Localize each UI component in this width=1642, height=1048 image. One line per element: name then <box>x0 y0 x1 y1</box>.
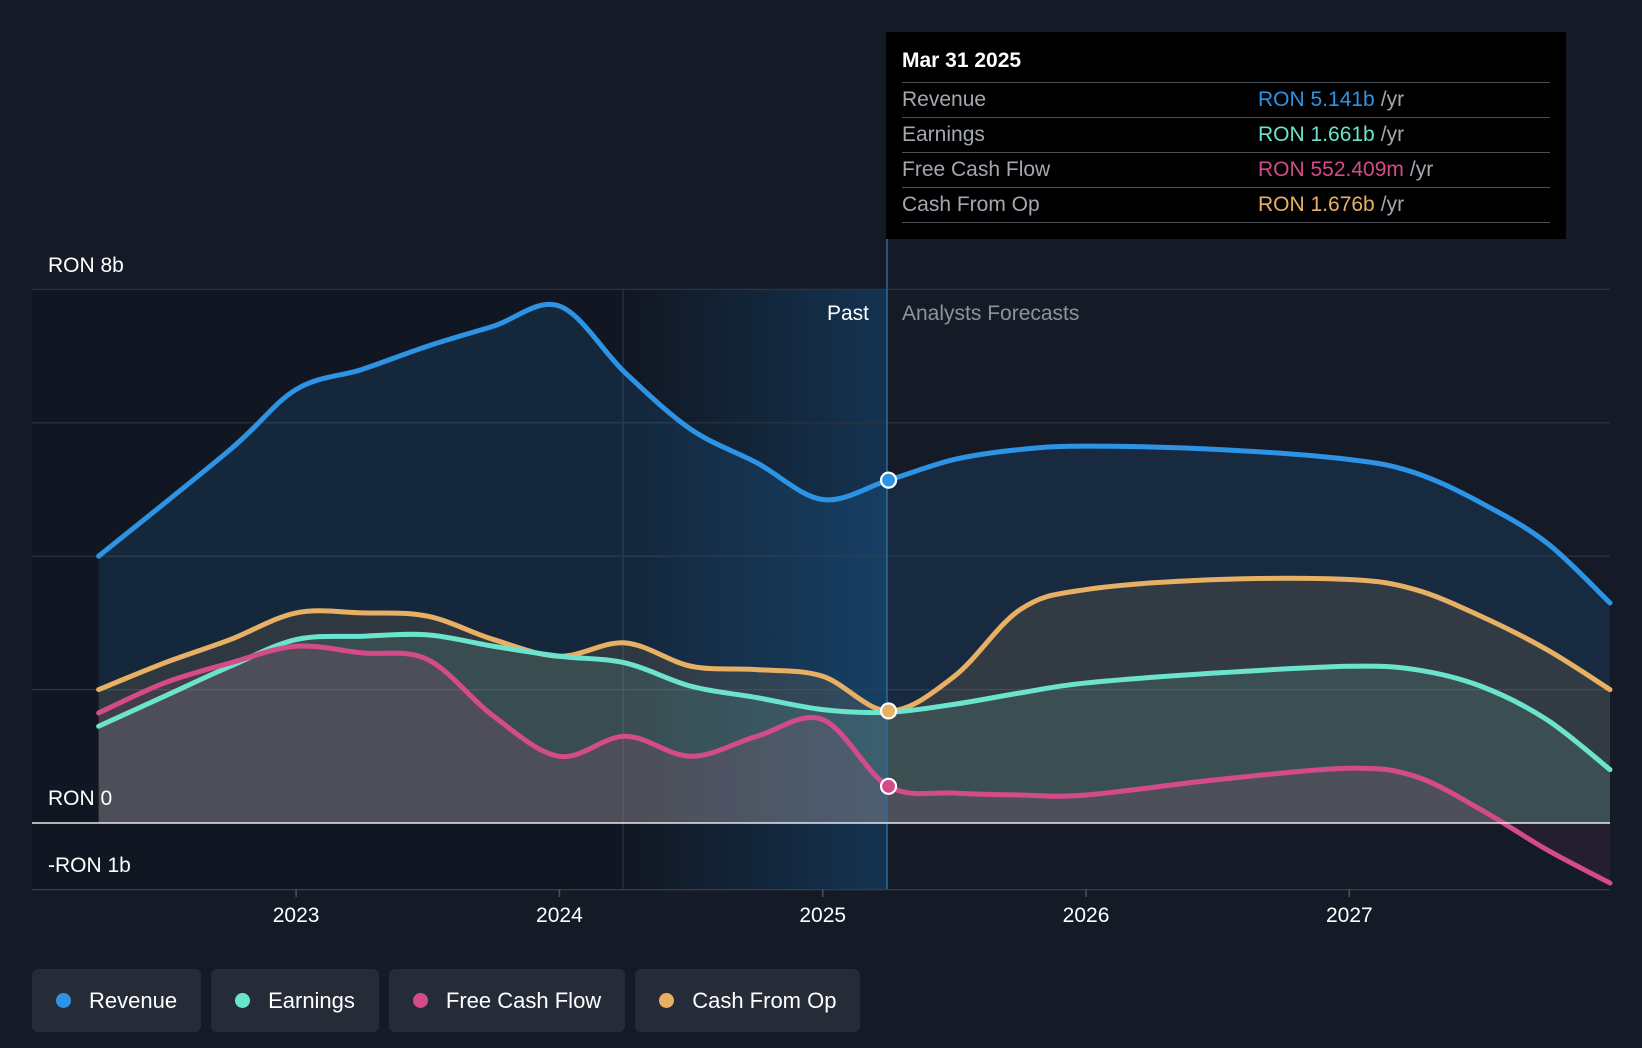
legend-label: Revenue <box>89 987 178 1013</box>
tooltip-value: RON 5.141b <box>1258 88 1375 111</box>
tooltip-label: Revenue <box>902 88 987 111</box>
x-tick-label: 2027 <box>1326 904 1373 927</box>
tooltip-date: Mar 31 2025 <box>902 49 1022 72</box>
tooltip-label: Cash From Op <box>902 193 1040 216</box>
tooltip-unit: /yr <box>1409 158 1434 181</box>
legend-label: Cash From Op <box>692 987 837 1013</box>
legend-dot-icon <box>56 993 71 1008</box>
legend-dot-icon <box>659 993 675 1008</box>
legend-label: Earnings <box>268 987 355 1013</box>
legend-item-earnings[interactable]: Earnings <box>211 969 379 1032</box>
tooltip-row-cash-from-op: Cash From Op RON 1.676b /yr <box>902 187 1550 223</box>
y-label-bottom: -RON 1b <box>48 854 131 877</box>
legend-dot-icon <box>412 993 428 1008</box>
tooltip-label: Free Cash Flow <box>902 158 1051 181</box>
y-label-zero: RON 0 <box>48 787 112 810</box>
legend-item-revenue[interactable]: Revenue <box>32 969 202 1032</box>
x-tick-label: 2023 <box>273 904 320 927</box>
x-axis-ticks: 2023 2024 2025 2026 2027 <box>273 889 1373 927</box>
tooltip-value: RON 1.676b <box>1258 193 1375 216</box>
tooltip-label: Earnings <box>902 123 985 146</box>
x-tick-label: 2026 <box>1063 904 1110 927</box>
tooltip-unit: /yr <box>1380 193 1405 216</box>
data-tooltip: Mar 31 2025 Revenue RON 5.141b /yr Earni… <box>886 32 1566 239</box>
legend-item-free-cash-flow[interactable]: Free Cash Flow <box>388 969 626 1032</box>
cash-from-op-marker <box>879 702 898 720</box>
earnings-line <box>96 631 1613 773</box>
y-label-top: RON 8b <box>48 254 124 277</box>
series-lines <box>96 301 1613 886</box>
x-tick-label: 2024 <box>536 904 583 927</box>
tooltip-unit: /yr <box>1380 88 1405 111</box>
tooltip-value: RON 552.409m <box>1258 158 1404 181</box>
past-highlight-region <box>623 289 887 889</box>
past-label: Past <box>827 302 869 325</box>
revenue-marker <box>879 471 898 489</box>
cash-from-op-line <box>96 575 1613 714</box>
cash-from-op-area <box>98 578 1610 823</box>
revenue-area <box>98 304 1610 823</box>
hover-markers <box>879 471 898 795</box>
gridlines <box>32 288 1610 891</box>
legend-dot-icon <box>235 993 251 1008</box>
tooltip-value: RON 1.661b <box>1258 123 1375 146</box>
tooltip-unit: /yr <box>1380 123 1405 146</box>
tooltip-row-earnings: Earnings RON 1.661b /yr <box>902 117 1550 152</box>
x-tick-label: 2025 <box>799 904 846 927</box>
legend: Revenue Earnings Free Cash Flow Cash Fro… <box>32 969 861 1032</box>
legend-item-cash-from-op[interactable]: Cash From Op <box>635 969 861 1032</box>
revenue-line <box>96 301 1613 606</box>
tooltip-row-free-cash-flow: Free Cash Flow RON 552.409m /yr <box>902 152 1550 187</box>
free-cash-flow-marker <box>879 777 898 795</box>
tooltip-row-revenue: Revenue RON 5.141b /yr <box>902 82 1550 117</box>
free-cash-flow-line <box>96 643 1613 886</box>
legend-label: Free Cash Flow <box>445 987 602 1013</box>
forecast-label: Analysts Forecasts <box>902 302 1079 325</box>
